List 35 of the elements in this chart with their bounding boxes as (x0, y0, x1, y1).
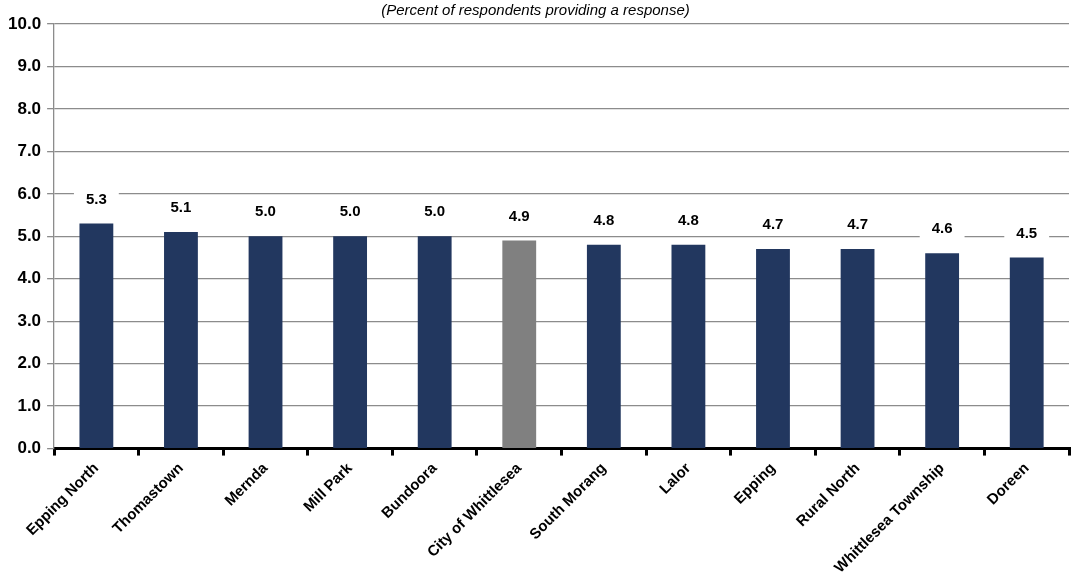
bar (333, 236, 368, 448)
y-tick-label: 0.0 (17, 438, 42, 458)
bar (925, 253, 960, 448)
y-tick-label: 7.0 (17, 141, 42, 161)
bar (586, 244, 621, 448)
data-label: 5.3 (85, 189, 107, 207)
data-label: 5.1 (170, 198, 192, 216)
data-label: 5.0 (255, 202, 276, 220)
chart-subtitle: (Percent of respondents providing a response) (381, 1, 690, 19)
y-tick-label: 4.0 (17, 268, 42, 288)
data-label: 4.9 (508, 206, 530, 224)
data-label: 4.7 (762, 215, 784, 233)
bar (671, 244, 706, 448)
y-tick-label: 2.0 (17, 353, 42, 373)
bar (1009, 257, 1044, 448)
y-tick-label: 8.0 (17, 98, 42, 118)
bar (164, 232, 198, 448)
data-label: 5.0 (424, 202, 446, 220)
bar (248, 236, 283, 448)
data-label: 4.8 (593, 210, 615, 228)
y-tick-label: 6.0 (17, 183, 42, 203)
data-label: 4.5 (1016, 223, 1038, 241)
data-label: 4.6 (931, 219, 953, 237)
bar (79, 223, 114, 448)
y-tick-label: 9.0 (17, 56, 42, 76)
y-tick-label: 10.0 (7, 13, 42, 33)
y-tick-label: 5.0 (17, 225, 42, 245)
data-label: 4.8 (677, 210, 699, 228)
y-tick-label: 1.0 (17, 395, 42, 415)
bar (756, 249, 790, 448)
y-tick-label: 3.0 (17, 310, 42, 330)
bar (840, 249, 875, 448)
bar (417, 236, 452, 448)
data-label: 5.0 (339, 202, 361, 220)
data-label: 4.7 (847, 215, 868, 233)
